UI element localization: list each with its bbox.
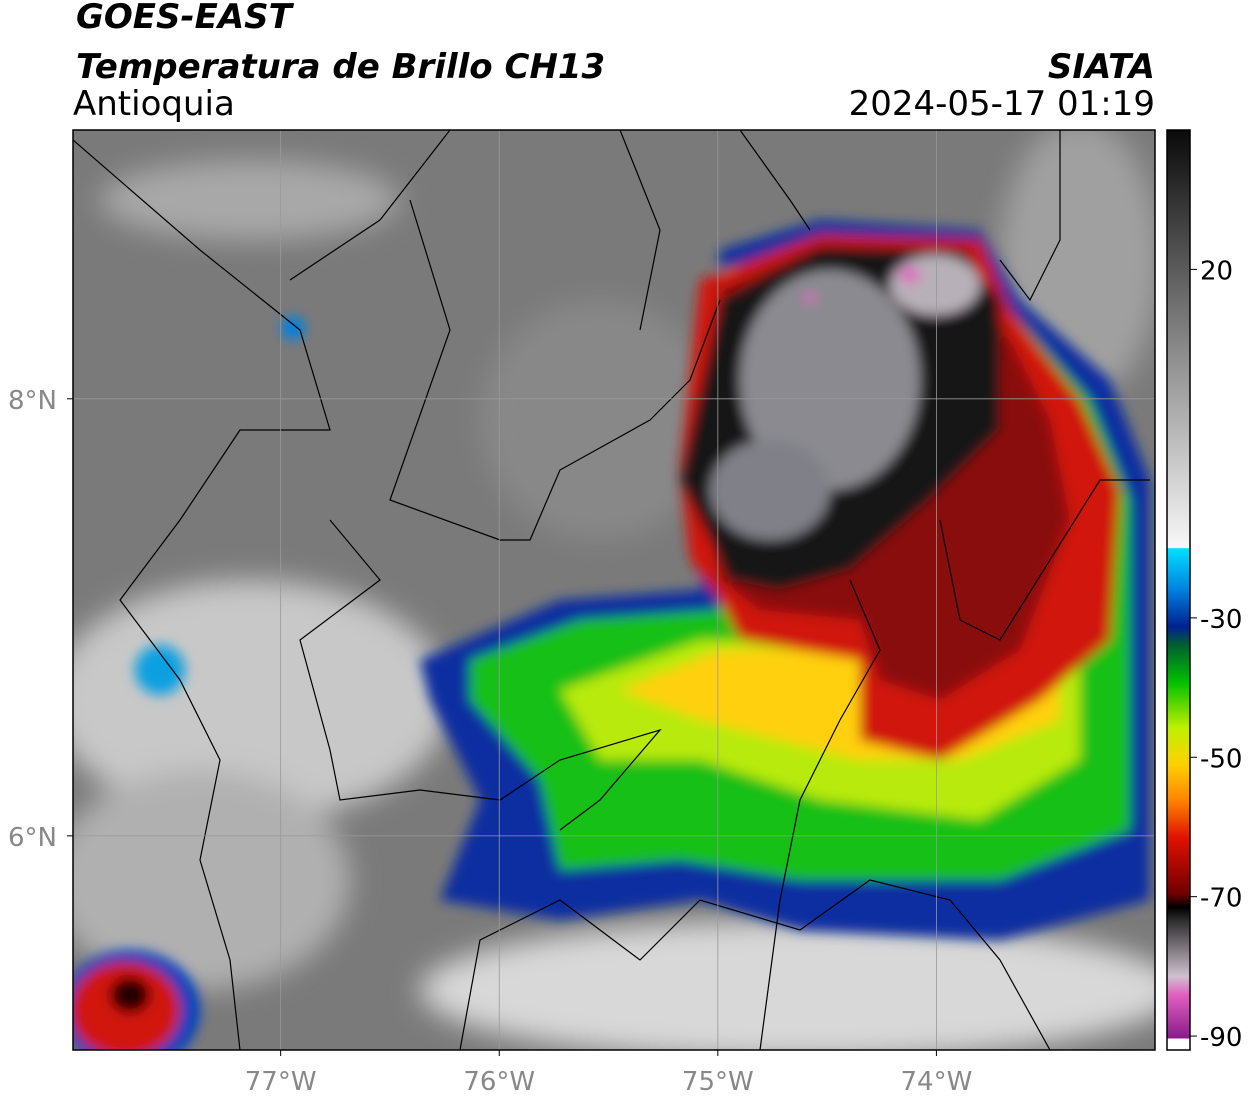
colorbar-tick-label: -50	[1200, 744, 1242, 774]
colorbar-tick-label: 20	[1200, 256, 1233, 286]
colorbar-tick-label: -70	[1200, 884, 1242, 914]
colorbar	[1166, 129, 1191, 1051]
y-tick-label: 6°N	[8, 823, 57, 853]
colorbar-tick-label: -30	[1200, 605, 1242, 635]
y-tick-label: 8°N	[8, 386, 57, 416]
x-tick-label: 77°W	[245, 1067, 317, 1097]
datetime: 2024-05-17 01:19	[849, 84, 1155, 124]
region: Antioquia	[73, 84, 235, 124]
x-tick-label: 76°W	[463, 1067, 535, 1097]
map-frame	[72, 129, 1156, 1051]
subtitle: Temperatura de Brillo CH13	[76, 47, 605, 87]
x-tick-label: 75°W	[682, 1067, 754, 1097]
colorbar-tick-label: -90	[1200, 1023, 1242, 1053]
title: GOES-EAST	[76, 0, 295, 37]
source: SIATA	[1048, 47, 1155, 87]
x-tick-label: 74°W	[901, 1067, 973, 1097]
satellite-image	[73, 130, 1155, 1050]
